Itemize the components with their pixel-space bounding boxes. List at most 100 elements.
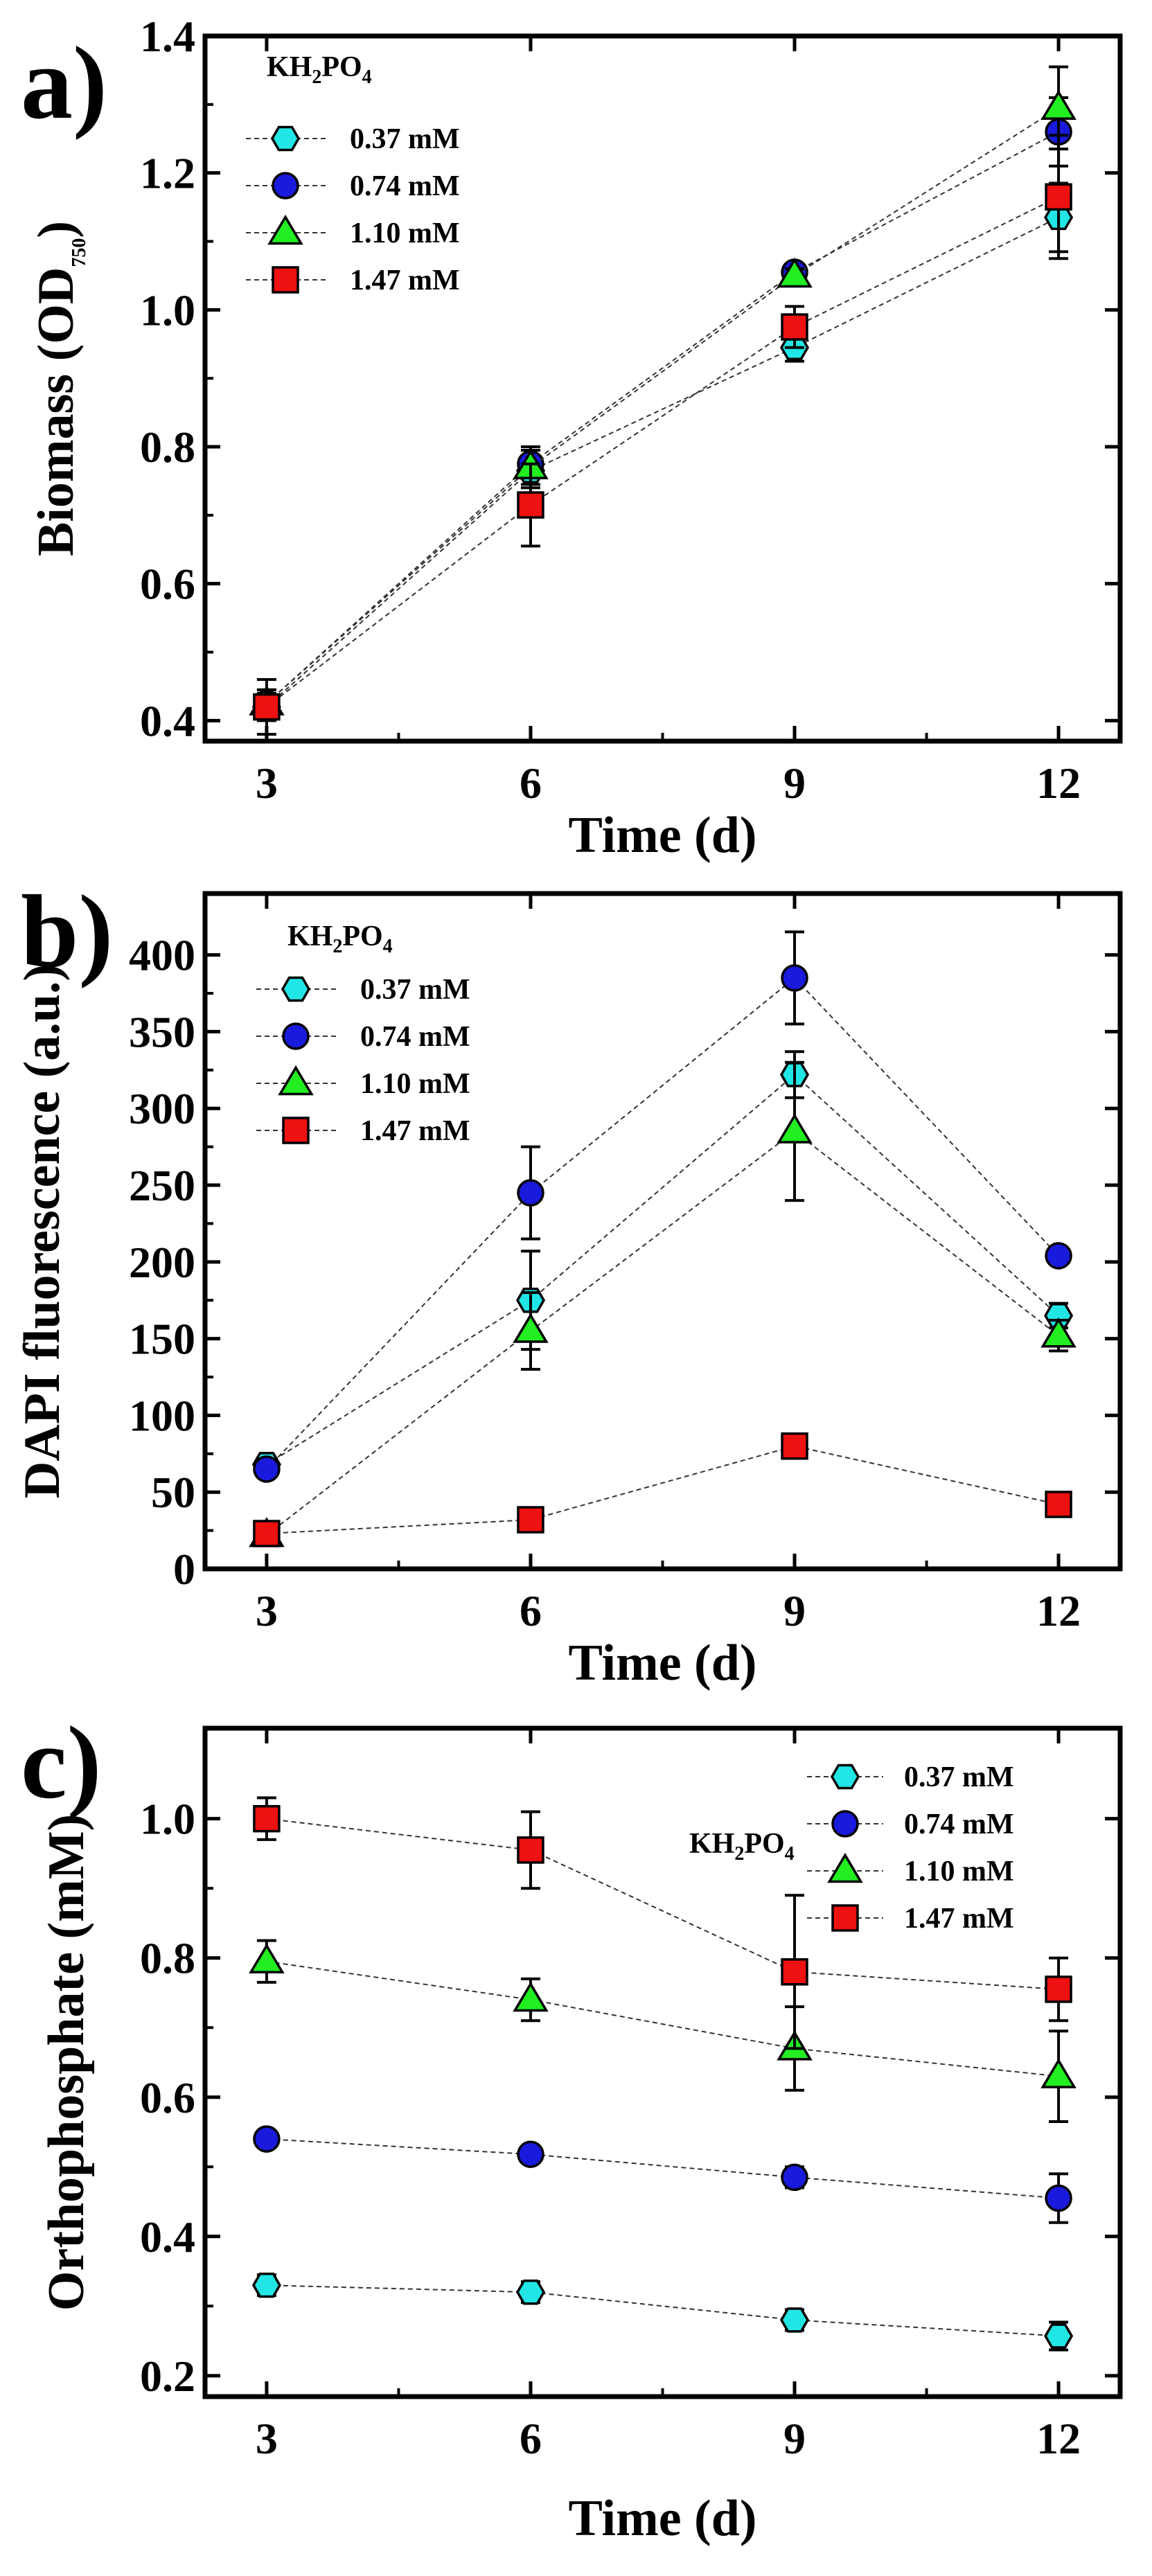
y-tick-label: 100 bbox=[129, 1391, 195, 1440]
legend-title-po: PO bbox=[744, 1828, 784, 1860]
y-tick-label: 0 bbox=[173, 1545, 195, 1594]
legend-label: 1.10 mM bbox=[350, 217, 460, 249]
series-1-47-mM bbox=[253, 1796, 1072, 2050]
y-tick-label: 0.4 bbox=[140, 696, 195, 745]
series-0-74-mM bbox=[253, 2125, 1072, 2224]
chart-panel-b: b) 3 6 9 12 0 50 100 150 200 250 300 350 400 Time (d) D… bbox=[14, 874, 1123, 1691]
y-tick-label: 250 bbox=[129, 1161, 195, 1210]
legend-label: 0.74 mM bbox=[904, 1809, 1014, 1840]
legend-marker bbox=[827, 1852, 863, 1883]
x-tick-label: 6 bbox=[520, 758, 542, 808]
y-axis-title: DAPI fluorescence (a.u.) bbox=[14, 964, 71, 1498]
series-line bbox=[266, 977, 1059, 1470]
y-axis-title: Biomass (OD750) bbox=[28, 221, 90, 556]
data-point bbox=[253, 1804, 281, 1833]
data-point bbox=[781, 313, 808, 341]
y-tick-label: 350 bbox=[129, 1007, 195, 1056]
legend-label: 1.10 mM bbox=[904, 1856, 1014, 1887]
x-axis-title: Time (d) bbox=[568, 807, 756, 864]
data-point bbox=[253, 1520, 281, 1547]
legend-title-sub2: 4 bbox=[362, 66, 372, 88]
data-point bbox=[515, 2280, 546, 2305]
x-tick-label: 9 bbox=[783, 758, 806, 808]
y-tick-label: 300 bbox=[129, 1084, 195, 1133]
legend: KH2PO4 0.37 mM 0.74 mM 1.10 mM 1.47 mM bbox=[689, 1761, 1014, 1935]
panel-label: a) bbox=[21, 26, 107, 141]
legend-title-kh: KH bbox=[287, 921, 333, 952]
legend-marker bbox=[831, 1810, 859, 1838]
series-line bbox=[266, 1960, 1059, 2077]
legend-marker bbox=[278, 1065, 314, 1096]
legend-label: 1.47 mM bbox=[350, 265, 460, 296]
series-line bbox=[266, 1130, 1059, 1536]
data-point bbox=[517, 1179, 544, 1207]
y-tick-label: 1.4 bbox=[140, 12, 195, 61]
legend-title-kh: KH bbox=[267, 51, 312, 83]
data-point bbox=[1045, 2184, 1072, 2212]
data-point bbox=[1045, 1242, 1072, 1270]
series-line bbox=[266, 107, 1059, 704]
x-tick-label: 6 bbox=[520, 1586, 542, 1635]
series-0-37-mM bbox=[251, 181, 1074, 722]
y-axis-title-end: ) bbox=[28, 221, 85, 238]
y-tick-label: 0.4 bbox=[140, 2212, 195, 2262]
data-point bbox=[781, 2163, 808, 2192]
x-axis-title: Time (d) bbox=[568, 1635, 756, 1691]
chart-panel-c: c) 3 6 9 12 0.2 0.4 0.6 0.8 1.0 Time (d) Orthophosp… bbox=[21, 1705, 1123, 2547]
y-tick-label: 200 bbox=[129, 1238, 195, 1287]
legend: KH2PO4 0.37 mM 0.74 mM 1.10 mM 1.47 mM bbox=[256, 921, 470, 1147]
series-1-47-mM bbox=[253, 134, 1072, 736]
data-point bbox=[1045, 1491, 1072, 1518]
data-point bbox=[777, 1113, 813, 1144]
x-tick-label: 12 bbox=[1036, 758, 1081, 808]
legend-label: 1.10 mM bbox=[360, 1068, 470, 1100]
data-point bbox=[1045, 1975, 1072, 2003]
panel-label: c) bbox=[21, 1705, 102, 1820]
data-point bbox=[517, 1836, 544, 1864]
legend-marker bbox=[272, 266, 299, 294]
legend: KH2PO4 0.37 mM 0.74 mM 1.10 mM 1.47 mM bbox=[246, 51, 460, 296]
legend-label: 0.37 mM bbox=[360, 974, 470, 1006]
series-line bbox=[266, 217, 1059, 708]
data-point bbox=[1040, 2058, 1076, 2088]
data-point bbox=[781, 1958, 808, 1986]
x-tick-label: 9 bbox=[783, 2414, 806, 2463]
legend-label: 0.74 mM bbox=[360, 1021, 470, 1053]
data-point bbox=[517, 2140, 544, 2168]
series-line bbox=[266, 1074, 1059, 1466]
legend-marker bbox=[272, 172, 299, 199]
x-tick-label: 12 bbox=[1036, 1586, 1081, 1635]
panel-label: b) bbox=[21, 874, 113, 989]
data-point bbox=[517, 1506, 544, 1534]
legend-title: KH2PO4 bbox=[287, 921, 393, 957]
data-point bbox=[513, 1981, 549, 2012]
data-point bbox=[1044, 2323, 1074, 2349]
legend-label: 1.47 mM bbox=[360, 1115, 470, 1147]
series-line bbox=[266, 131, 1059, 704]
data-point bbox=[1045, 183, 1072, 211]
legend-title-sub1: 2 bbox=[734, 1843, 744, 1865]
legend-label: 1.47 mM bbox=[904, 1903, 1014, 1935]
legend-title-po: PO bbox=[321, 51, 362, 83]
series-line bbox=[266, 2138, 1059, 2199]
data-point bbox=[249, 1943, 285, 1974]
y-tick-label: 0.6 bbox=[140, 2073, 195, 2122]
series-line bbox=[266, 1445, 1059, 1534]
legend-marker bbox=[830, 1764, 860, 1790]
y-tick-label: 0.2 bbox=[140, 2352, 195, 2401]
legend-title-sub2: 4 bbox=[383, 936, 393, 957]
y-tick-label: 1.0 bbox=[140, 1795, 195, 1844]
y-axis-title: Orthophosphate (mM) bbox=[38, 1814, 95, 2311]
y-tick-label: 400 bbox=[129, 931, 195, 980]
legend-marker bbox=[281, 976, 311, 1002]
legend-label: 0.37 mM bbox=[904, 1761, 1014, 1793]
series-1-10-mM bbox=[249, 1939, 1076, 2123]
y-tick-label: 1.2 bbox=[140, 149, 195, 198]
x-tick-label: 9 bbox=[783, 1586, 806, 1635]
series-0-74-mM bbox=[253, 930, 1072, 1483]
y-axis-title-main: Orthophosphate (mM) bbox=[38, 1814, 95, 2311]
series-line bbox=[266, 2284, 1059, 2337]
legend-marker bbox=[267, 214, 303, 245]
data-point bbox=[1040, 89, 1076, 121]
